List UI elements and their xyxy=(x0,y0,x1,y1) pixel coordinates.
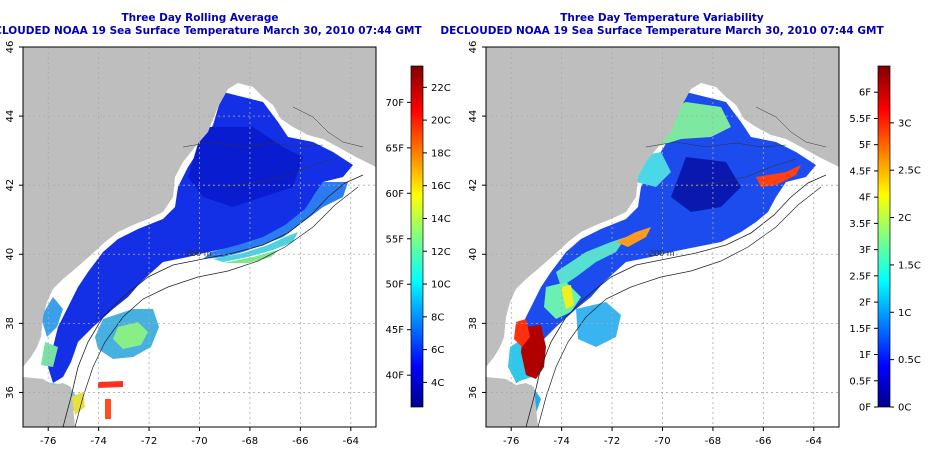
colorbar-c-label: 3C xyxy=(898,118,911,129)
left-isobath-label: 200 m xyxy=(186,249,212,258)
x-tick-label: -66 xyxy=(292,436,308,447)
colorbar-f-label: 5F xyxy=(859,140,871,151)
left-map xyxy=(23,47,376,427)
y-tick-label: 42 xyxy=(468,179,479,192)
colorbar-c-label: 18C xyxy=(431,148,451,159)
colorbar-f-label: 0F xyxy=(859,403,871,414)
colorbar-c-label: 1C xyxy=(898,308,911,319)
x-tick-label: -66 xyxy=(755,436,771,447)
left-colorbar: 4C 6C 8C 10C 12C 14C 16C 18C 20C 22C 40F 45F 50F 55F 6… xyxy=(386,65,451,408)
x-tick-label: -76 xyxy=(40,436,56,447)
x-tick-label: -74 xyxy=(553,436,569,447)
y-tick-label: 40 xyxy=(468,248,479,261)
y-tick-label: 36 xyxy=(5,386,16,399)
x-tick-label: -74 xyxy=(90,436,106,447)
right-colorbar-ramp xyxy=(877,65,891,408)
colorbar-c-label: 2C xyxy=(898,213,911,224)
right-colorbar: 0F 0.5F 1F 1.5F 2F 2.5F 3F 3.5F 4F 4.5F 5F 5.5F 6F 0C… xyxy=(849,65,921,414)
colorbar-c-label: 10C xyxy=(431,280,451,291)
y-tick-label: 44 xyxy=(5,110,16,123)
colorbar-f-label: 45F xyxy=(386,325,405,336)
x-tick-label: -68 xyxy=(705,436,721,447)
colorbar-f-label: 3F xyxy=(859,245,871,256)
x-tick-label: -70 xyxy=(191,436,207,447)
x-tick-label: -72 xyxy=(141,436,157,447)
colorbar-f-label: 60F xyxy=(386,189,405,200)
right-subtitle: DECLOUDED NOAA 19 Sea Surface Temperatur… xyxy=(440,25,884,37)
colorbar-c-label: 16C xyxy=(431,181,451,192)
left-subtitle: DECLOUDED NOAA 19 Sea Surface Temperatur… xyxy=(0,25,422,37)
x-tick-label: -76 xyxy=(503,436,519,447)
right-title: Three Day Temperature Variability xyxy=(560,12,764,24)
colorbar-c-label: 2.5C xyxy=(898,166,921,177)
colorbar-f-label: 2F xyxy=(859,298,871,309)
right-panel: Three Day Temperature Variability DECLOU… xyxy=(440,12,921,447)
colorbar-f-label: 4F xyxy=(859,193,871,204)
colorbar-f-label: 55F xyxy=(386,234,405,245)
left-grid xyxy=(23,47,376,427)
colorbar-f-label: 5.5F xyxy=(849,114,871,125)
x-tick-label: -70 xyxy=(654,436,670,447)
colorbar-f-label: 1.5F xyxy=(849,324,871,335)
right-map xyxy=(486,47,839,427)
left-title: Three Day Rolling Average xyxy=(121,12,278,24)
right-x-axis: -76 -74 -72 -70 -68 -66 -64 xyxy=(503,427,822,447)
y-tick-label: 46 xyxy=(468,41,479,54)
colorbar-c-label: 6C xyxy=(431,345,444,356)
y-tick-label: 38 xyxy=(468,317,479,330)
colorbar-c-label: 0.5C xyxy=(898,355,921,366)
y-tick-label: 42 xyxy=(5,179,16,192)
colorbar-f-label: 2.5F xyxy=(849,271,871,282)
colorbar-c-label: 12C xyxy=(431,247,451,258)
right-isobath-label: 200 m xyxy=(649,249,675,258)
colorbar-c-label: 14C xyxy=(431,214,451,225)
colorbar-c-label: 0C xyxy=(898,403,911,414)
colorbar-f-label: 3.5F xyxy=(849,219,871,230)
right-y-axis: 36 38 40 42 44 46 xyxy=(468,41,486,399)
colorbar-f-label: 4.5F xyxy=(849,166,871,177)
right-grid xyxy=(486,47,839,427)
left-panel: Three Day Rolling Average DECLOUDED NOAA… xyxy=(0,12,451,447)
y-tick-label: 44 xyxy=(468,110,479,123)
colorbar-f-label: 6F xyxy=(859,88,871,99)
y-tick-label: 36 xyxy=(468,386,479,399)
left-x-axis: -76 -74 -72 -70 -68 -66 -64 xyxy=(40,427,359,447)
x-tick-label: -68 xyxy=(242,436,258,447)
left-colorbar-ramp xyxy=(410,65,424,408)
colorbar-c-label: 1.5C xyxy=(898,260,921,271)
y-tick-label: 38 xyxy=(5,317,16,330)
x-tick-label: -64 xyxy=(806,436,822,447)
colorbar-f-label: 40F xyxy=(386,371,405,382)
colorbar-f-label: 70F xyxy=(386,98,405,109)
colorbar-c-label: 22C xyxy=(431,83,451,94)
left-y-axis: 36 38 40 42 44 46 xyxy=(5,41,23,399)
colorbar-c-label: 8C xyxy=(431,312,444,323)
colorbar-c-label: 4C xyxy=(431,378,444,389)
x-tick-label: -64 xyxy=(343,436,359,447)
colorbar-f-label: 65F xyxy=(386,143,405,154)
y-tick-label: 40 xyxy=(5,248,16,261)
colorbar-f-label: 50F xyxy=(386,280,405,291)
colorbar-f-label: 1F xyxy=(859,350,871,361)
colorbar-f-label: 0.5F xyxy=(849,376,871,387)
x-tick-label: -72 xyxy=(604,436,620,447)
y-tick-label: 46 xyxy=(5,41,16,54)
colorbar-c-label: 20C xyxy=(431,116,451,127)
